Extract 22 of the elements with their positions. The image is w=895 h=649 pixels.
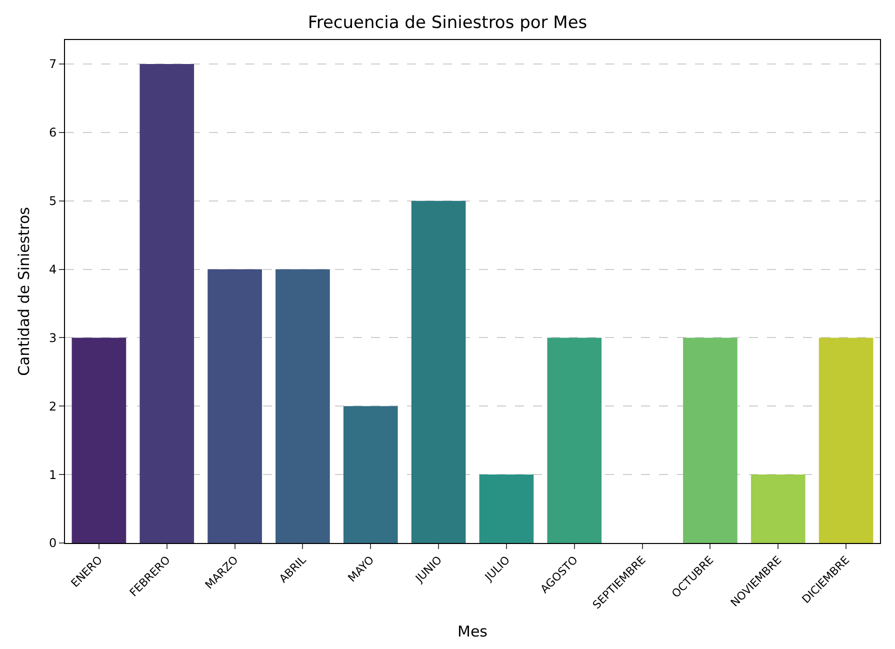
bar	[276, 269, 330, 543]
y-tick-label: 2	[48, 399, 57, 414]
bar	[72, 338, 126, 543]
bar	[750, 474, 806, 543]
bar	[208, 269, 262, 543]
y-tick-label: 1	[48, 468, 57, 482]
y-tick-label: 3	[48, 330, 57, 345]
bar	[140, 64, 194, 543]
chart-title: Frecuencia de Siniestros por Mes	[308, 13, 588, 34]
x-axis-title: Mes	[458, 622, 488, 641]
y-tick-label: 4	[48, 262, 57, 276]
bar	[818, 338, 874, 543]
y-axis-title: Cantidad de Siniestros	[15, 206, 34, 376]
y-tick-label: 5	[48, 194, 57, 208]
y-tick-label: 7	[48, 57, 57, 72]
bar	[683, 338, 738, 543]
bar	[411, 200, 466, 543]
bar	[479, 474, 534, 543]
bar	[343, 406, 398, 543]
y-tick-label: 0	[48, 536, 57, 550]
bar	[547, 338, 602, 543]
y-tick-label: 6	[48, 126, 57, 140]
